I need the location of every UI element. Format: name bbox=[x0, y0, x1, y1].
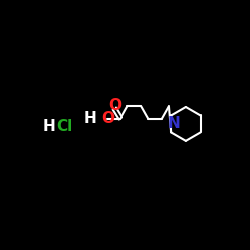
Text: H: H bbox=[84, 111, 96, 126]
Text: H: H bbox=[42, 119, 55, 134]
Text: O: O bbox=[108, 98, 121, 113]
Text: O: O bbox=[101, 111, 114, 126]
Text: N: N bbox=[168, 116, 181, 132]
Text: Cl: Cl bbox=[56, 119, 73, 134]
